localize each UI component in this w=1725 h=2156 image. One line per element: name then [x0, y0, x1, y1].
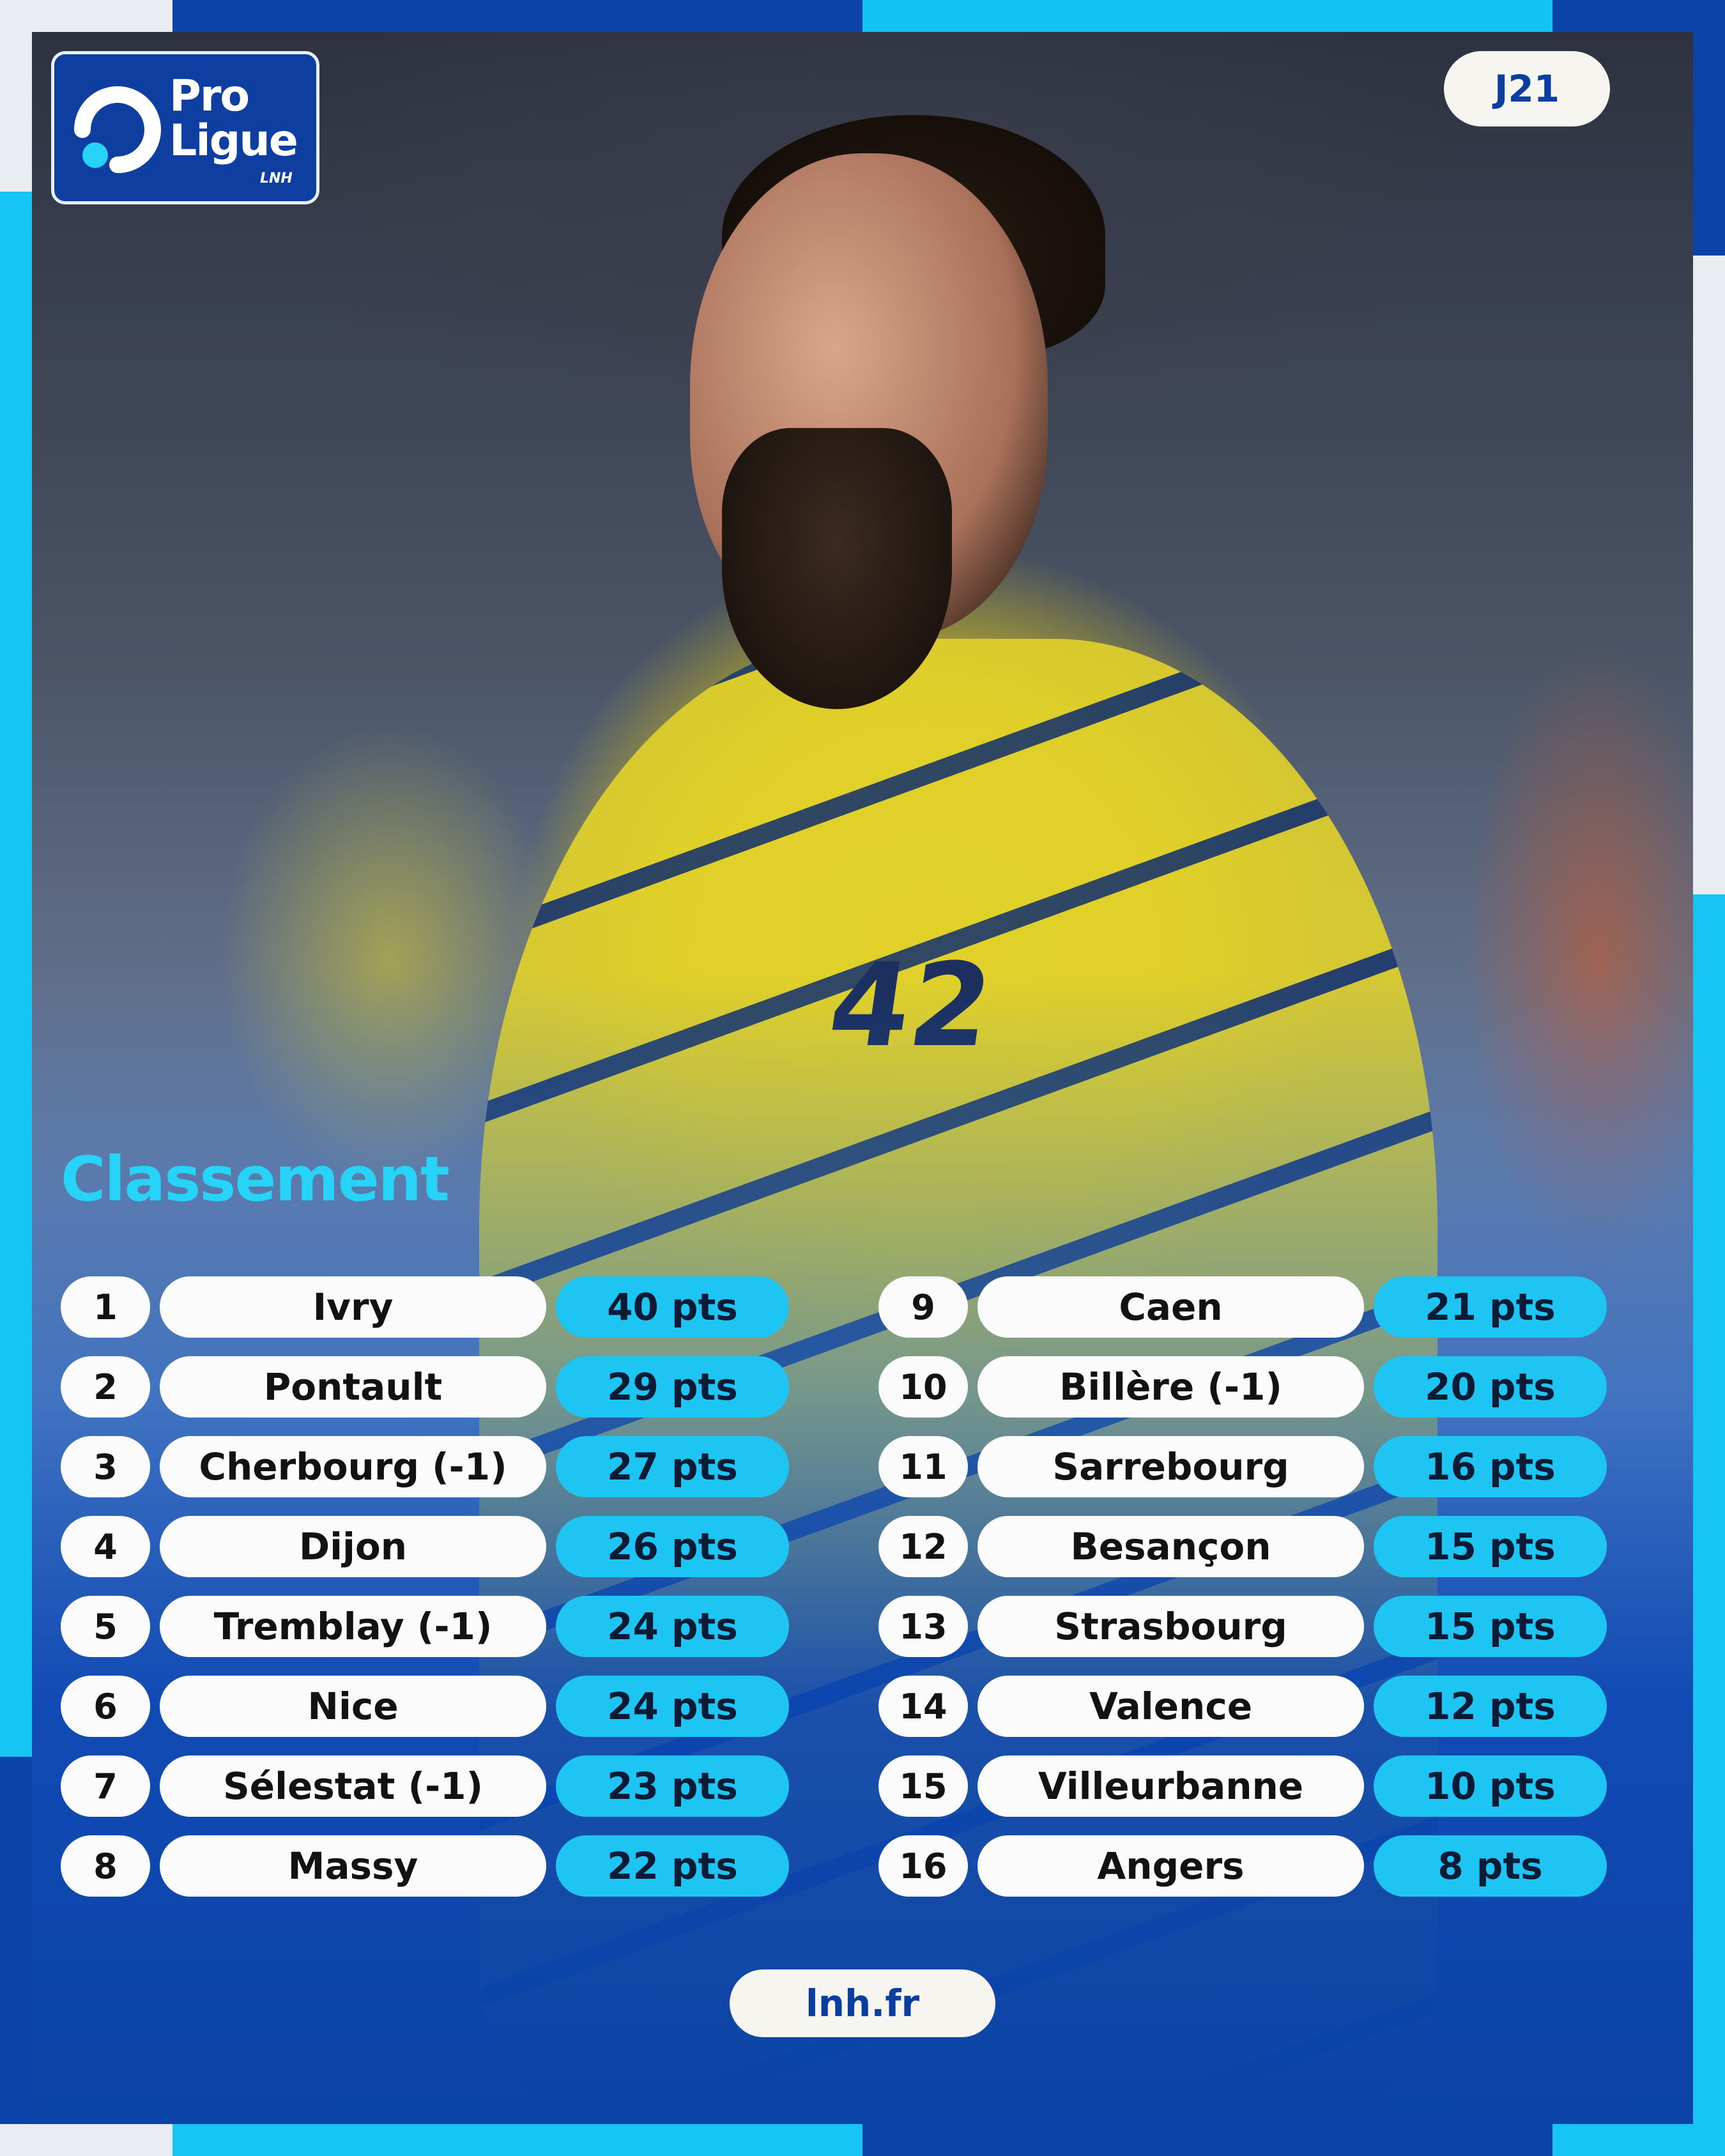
- team-pill: Sarrebourg: [977, 1436, 1364, 1497]
- points-pill: 24 pts: [556, 1596, 789, 1657]
- points-pill: 27 pts: [556, 1436, 789, 1497]
- points-pill: 15 pts: [1374, 1596, 1607, 1657]
- team-pill: Sélestat (-1): [160, 1755, 546, 1817]
- standings-row: 15 Villeurbanne 10 pts: [878, 1755, 1652, 1817]
- points-pill: 24 pts: [556, 1676, 789, 1737]
- standings-row: 16 Angers 8 pts: [878, 1835, 1652, 1897]
- proligue-logo-icon: [74, 86, 161, 173]
- points-pill: 40 pts: [556, 1276, 789, 1338]
- team-pill: Dijon: [160, 1516, 546, 1577]
- team-pill: Cherbourg (-1): [160, 1436, 546, 1497]
- team-pill: Caen: [977, 1276, 1364, 1338]
- points-pill: 15 pts: [1374, 1516, 1607, 1577]
- team-pill: Tremblay (-1): [160, 1596, 546, 1657]
- team-pill: Angers: [977, 1835, 1364, 1897]
- rank-pill: 5: [61, 1596, 150, 1657]
- logo-text-pro: Pro: [169, 71, 250, 121]
- points-pill: 23 pts: [556, 1755, 789, 1817]
- standings-row: 8 Massy 22 pts: [61, 1835, 834, 1897]
- proligue-logo: Pro Ligue LNH: [51, 51, 319, 204]
- round-badge: J21: [1444, 51, 1610, 126]
- rank-pill: 16: [878, 1835, 968, 1897]
- team-pill: Massy: [160, 1835, 546, 1897]
- rank-pill: 8: [61, 1835, 150, 1897]
- rank-pill: 13: [878, 1596, 968, 1657]
- rank-pill: 1: [61, 1276, 150, 1338]
- points-pill: 20 pts: [1374, 1356, 1607, 1418]
- points-pill: 26 pts: [556, 1516, 789, 1577]
- team-pill: Billère (-1): [977, 1356, 1364, 1418]
- rank-pill: 11: [878, 1436, 968, 1497]
- team-pill: Strasbourg: [977, 1596, 1364, 1657]
- team-pill: Pontault: [160, 1356, 546, 1418]
- team-pill: Nice: [160, 1676, 546, 1737]
- points-pill: 8 pts: [1374, 1835, 1607, 1897]
- rank-pill: 15: [878, 1755, 968, 1817]
- standings-row: 2 Pontault 29 pts: [61, 1356, 834, 1418]
- team-pill: Valence: [977, 1676, 1364, 1737]
- rank-pill: 9: [878, 1276, 968, 1338]
- standings-right-column: 9 Caen 21 pts 10 Billère (-1) 20 pts 11 …: [878, 1276, 1652, 1915]
- website-link[interactable]: lnh.fr: [730, 1969, 995, 2037]
- logo-text-ligue: Ligue: [169, 116, 298, 166]
- points-pill: 16 pts: [1374, 1436, 1607, 1497]
- standings-row: 12 Besançon 15 pts: [878, 1516, 1652, 1577]
- standings-row: 3 Cherbourg (-1) 27 pts: [61, 1436, 834, 1497]
- rank-pill: 7: [61, 1755, 150, 1817]
- standings-row: 9 Caen 21 pts: [878, 1276, 1652, 1338]
- standings-row: 13 Strasbourg 15 pts: [878, 1596, 1652, 1657]
- rank-pill: 14: [878, 1676, 968, 1737]
- rank-pill: 6: [61, 1676, 150, 1737]
- standings-row: 7 Sélestat (-1) 23 pts: [61, 1755, 834, 1817]
- standings-row: 6 Nice 24 pts: [61, 1676, 834, 1737]
- section-title: Classement: [61, 1143, 450, 1215]
- points-pill: 22 pts: [556, 1835, 789, 1897]
- points-pill: 21 pts: [1374, 1276, 1607, 1338]
- points-pill: 12 pts: [1374, 1676, 1607, 1737]
- rank-pill: 12: [878, 1516, 968, 1577]
- standings-row: 11 Sarrebourg 16 pts: [878, 1436, 1652, 1497]
- standings-row: 10 Billère (-1) 20 pts: [878, 1356, 1652, 1418]
- rank-pill: 10: [878, 1356, 968, 1418]
- standings-row: 5 Tremblay (-1) 24 pts: [61, 1596, 834, 1657]
- standings-left-column: 1 Ivry 40 pts 2 Pontault 29 pts 3 Cherbo…: [61, 1276, 834, 1915]
- points-pill: 10 pts: [1374, 1755, 1607, 1817]
- standings-row: 1 Ivry 40 pts: [61, 1276, 834, 1338]
- team-pill: Villeurbanne: [977, 1755, 1364, 1817]
- team-pill: Ivry: [160, 1276, 546, 1338]
- rank-pill: 2: [61, 1356, 150, 1418]
- rank-pill: 3: [61, 1436, 150, 1497]
- team-pill: Besançon: [977, 1516, 1364, 1577]
- standings-row: 4 Dijon 26 pts: [61, 1516, 834, 1577]
- standings-row: 14 Valence 12 pts: [878, 1676, 1652, 1737]
- rank-pill: 4: [61, 1516, 150, 1577]
- logo-text-lnh: LNH: [260, 171, 293, 187]
- points-pill: 29 pts: [556, 1356, 789, 1418]
